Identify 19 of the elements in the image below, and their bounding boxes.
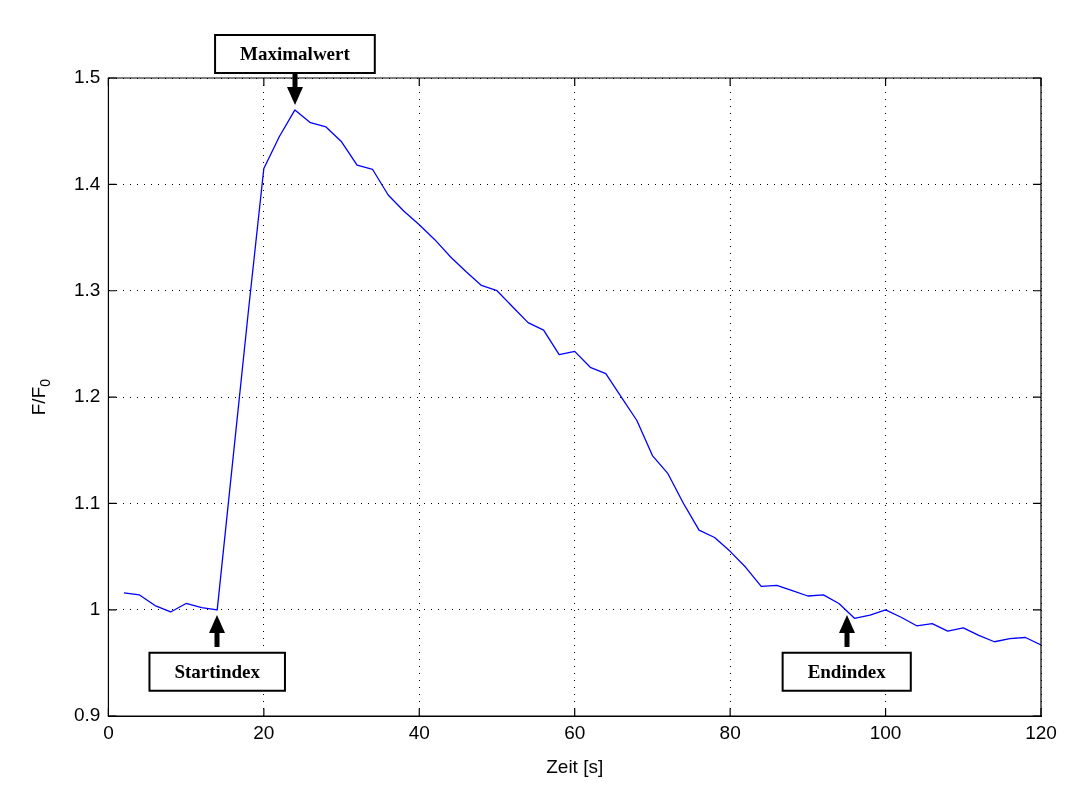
y-tick-label: 1.2 (73, 385, 101, 407)
y-tick-label: 1.3 (73, 278, 101, 300)
x-tick-label: 100 (869, 721, 902, 743)
x-tick-label: 80 (719, 721, 741, 743)
y-tick-label: 1.1 (73, 491, 101, 513)
y-tick-label: 1.5 (73, 66, 101, 88)
y-axis-title: F/F0 (28, 378, 53, 416)
annotation: Maximalwert (240, 42, 351, 64)
x-tick-label: 60 (564, 721, 586, 743)
x-tick-label: 20 (253, 721, 275, 743)
x-tick-label: 40 (408, 721, 430, 743)
y-tick-label: 0.9 (73, 704, 101, 726)
x-tick-label: 0 (103, 721, 114, 743)
y-tick-label: 1 (89, 598, 101, 620)
x-axis-title: Zeit [s] (546, 755, 604, 777)
annotation: Startindex (174, 660, 261, 682)
y-tick-label: 1.4 (73, 172, 101, 194)
annotation: Endindex (807, 660, 887, 682)
x-tick-label: 120 (1025, 721, 1057, 743)
